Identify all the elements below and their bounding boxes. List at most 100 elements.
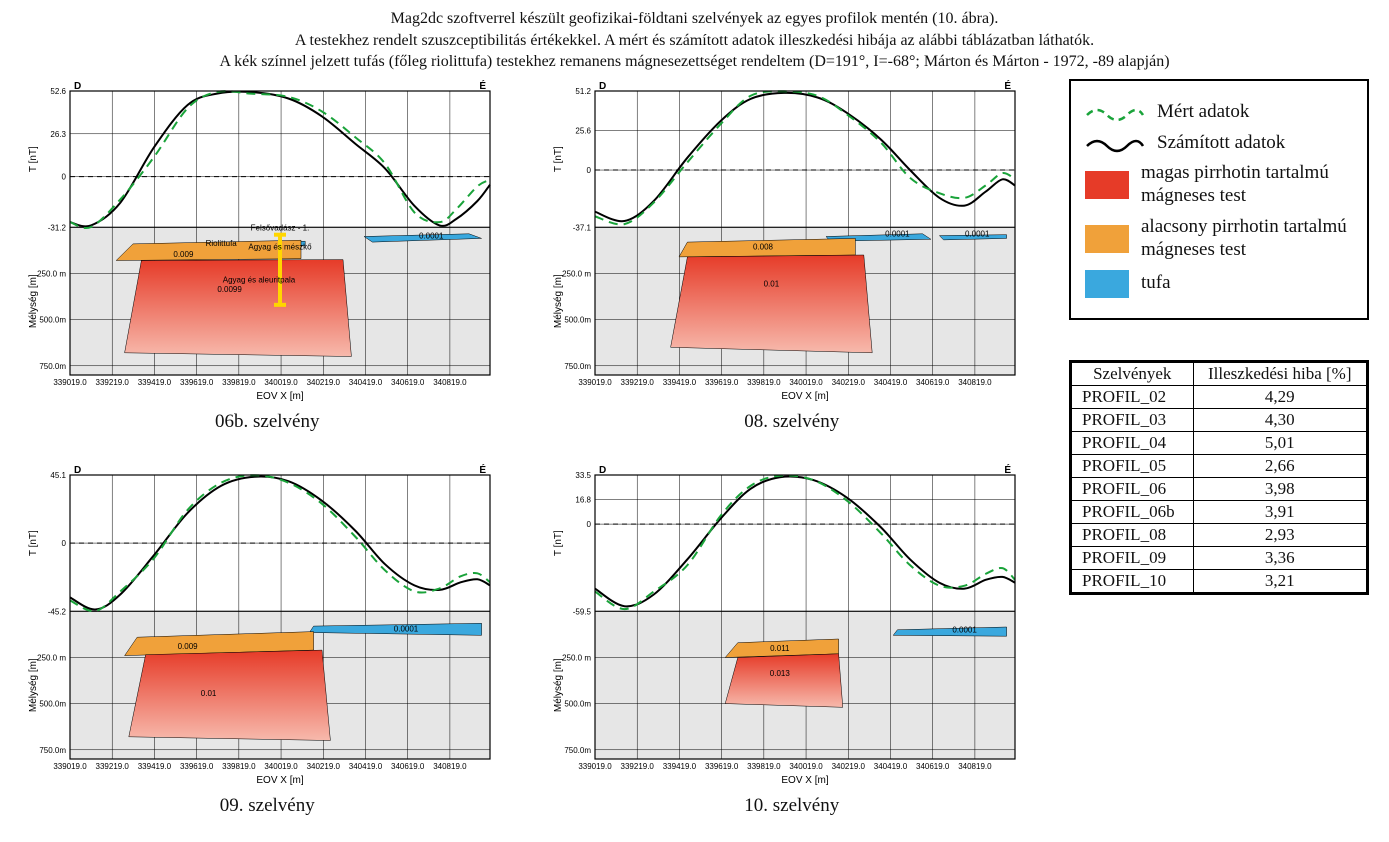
svg-text:340419.0: 340419.0 — [349, 762, 383, 771]
svg-text:250.0 m: 250.0 m — [562, 653, 591, 662]
table-row: PROFIL_05 2,66 — [1071, 454, 1368, 477]
svg-text:340419.0: 340419.0 — [349, 378, 383, 387]
svg-text:340819.0: 340819.0 — [958, 762, 992, 771]
svg-text:16.8: 16.8 — [575, 495, 591, 504]
profile-chart: 339019.0339219.0339419.0339619.0339819.0… — [545, 463, 1025, 793]
svg-text:340019.0: 340019.0 — [789, 378, 823, 387]
legend-low-label: alacsony pirrhotin tartalmú mágneses tes… — [1141, 216, 1353, 262]
svg-text:0.009: 0.009 — [173, 250, 194, 259]
legend-measured: Mért adatok — [1085, 101, 1353, 124]
svg-text:339019.0: 339019.0 — [578, 762, 612, 771]
profile-error: 3,21 — [1193, 569, 1368, 593]
panel-caption: 10. szelvény — [545, 795, 1040, 817]
svg-text:Mélység [m]: Mélység [m] — [28, 658, 39, 712]
svg-text:EOV X [m]: EOV X [m] — [256, 391, 303, 402]
svg-text:340019.0: 340019.0 — [789, 762, 823, 771]
svg-text:339019.0: 339019.0 — [53, 378, 87, 387]
svg-text:26.3: 26.3 — [50, 130, 66, 139]
svg-text:-59.5: -59.5 — [572, 607, 591, 616]
svg-text:339619.0: 339619.0 — [180, 762, 214, 771]
profile-panel: 339019.0339219.0339419.0339619.0339819.0… — [20, 463, 515, 817]
svg-text:340619.0: 340619.0 — [916, 378, 950, 387]
svg-text:-37.1: -37.1 — [572, 223, 591, 232]
svg-text:339419.0: 339419.0 — [138, 762, 172, 771]
header-line-2: A testekhez rendelt szuszceptibilitás ér… — [30, 30, 1359, 52]
profile-error: 2,66 — [1193, 454, 1368, 477]
table-row: PROFIL_06b 3,91 — [1071, 500, 1368, 523]
svg-text:É: É — [479, 463, 486, 476]
profile-name: PROFIL_02 — [1071, 385, 1194, 408]
svg-text:0.011: 0.011 — [770, 644, 790, 653]
svg-text:339419.0: 339419.0 — [662, 378, 696, 387]
svg-text:Agyag és aleuritpala: Agyag és aleuritpala — [223, 275, 296, 284]
main-content: 339019.0339219.0339419.0339619.0339819.0… — [0, 75, 1389, 817]
svg-text:340819.0: 340819.0 — [433, 762, 467, 771]
svg-text:340219.0: 340219.0 — [307, 762, 341, 771]
svg-text:25.6: 25.6 — [575, 126, 591, 135]
svg-text:0: 0 — [586, 166, 591, 175]
profile-error: 4,29 — [1193, 385, 1368, 408]
legend-high-pyrrhotite: magas pirrhotin tartalmú mágneses test — [1085, 162, 1353, 208]
legend-box: Mért adatok Számított adatok magas pirrh… — [1069, 79, 1369, 320]
table-row: PROFIL_02 4,29 — [1071, 385, 1368, 408]
svg-text:Mélység [m]: Mélység [m] — [28, 274, 39, 328]
svg-text:0.01: 0.01 — [201, 689, 217, 698]
legend-tufa-label: tufa — [1141, 272, 1171, 295]
tufa-swatch — [1085, 270, 1129, 298]
svg-text:750.0m: 750.0m — [39, 746, 66, 755]
profile-error: 4,30 — [1193, 408, 1368, 431]
table-row: PROFIL_06 3,98 — [1071, 477, 1368, 500]
svg-text:340619.0: 340619.0 — [391, 378, 425, 387]
profile-name: PROFIL_08 — [1071, 523, 1194, 546]
svg-text:0.0099: 0.0099 — [217, 285, 242, 294]
right-column: Mért adatok Számított adatok magas pirrh… — [1039, 79, 1369, 817]
panel-caption: 08. szelvény — [545, 411, 1040, 433]
svg-text:250.0 m: 250.0 m — [37, 269, 66, 278]
svg-text:339019.0: 339019.0 — [53, 762, 87, 771]
svg-text:-31.2: -31.2 — [48, 223, 67, 232]
svg-text:T [nT]: T [nT] — [28, 530, 39, 556]
profile-panel: 339019.0339219.0339419.0339619.0339819.0… — [20, 79, 515, 433]
high-pyrrhotite-swatch — [1085, 171, 1129, 199]
panel-caption: 06b. szelvény — [20, 411, 515, 433]
svg-text:É: É — [1004, 463, 1011, 476]
legend-measured-label: Mért adatok — [1157, 101, 1249, 124]
profile-panel: 339019.0339219.0339419.0339619.0339819.0… — [545, 463, 1040, 817]
figure-header: Mag2dc szoftverrel készült geofizikai-fö… — [0, 0, 1389, 75]
svg-text:45.1: 45.1 — [50, 471, 66, 480]
table-row: PROFIL_08 2,93 — [1071, 523, 1368, 546]
svg-text:340819.0: 340819.0 — [433, 378, 467, 387]
profile-name: PROFIL_04 — [1071, 431, 1194, 454]
svg-text:340219.0: 340219.0 — [831, 762, 865, 771]
profile-chart: 339019.0339219.0339419.0339619.0339819.0… — [545, 79, 1025, 409]
error-table: Szelvények Illeszkedési hiba [%] PROFIL_… — [1069, 360, 1369, 595]
svg-text:340619.0: 340619.0 — [391, 762, 425, 771]
calculated-line-icon — [1085, 132, 1145, 154]
svg-text:339819.0: 339819.0 — [222, 762, 256, 771]
panel-caption: 09. szelvény — [20, 795, 515, 817]
profile-name: PROFIL_05 — [1071, 454, 1194, 477]
svg-text:340019.0: 340019.0 — [264, 378, 298, 387]
svg-text:339819.0: 339819.0 — [222, 378, 256, 387]
svg-text:Mélység [m]: Mélység [m] — [553, 658, 564, 712]
svg-text:339619.0: 339619.0 — [704, 762, 738, 771]
svg-text:339419.0: 339419.0 — [662, 762, 696, 771]
svg-text:0.008: 0.008 — [752, 242, 773, 251]
svg-text:D: D — [599, 81, 606, 92]
profile-error: 2,93 — [1193, 523, 1368, 546]
svg-text:339619.0: 339619.0 — [180, 378, 214, 387]
svg-text:D: D — [599, 465, 606, 476]
legend-low-pyrrhotite: alacsony pirrhotin tartalmú mágneses tes… — [1085, 216, 1353, 262]
svg-text:500.0m: 500.0m — [39, 315, 66, 324]
svg-text:500.0m: 500.0m — [39, 699, 66, 708]
svg-text:T [nT]: T [nT] — [553, 146, 564, 172]
svg-text:339619.0: 339619.0 — [704, 378, 738, 387]
profile-name: PROFIL_06b — [1071, 500, 1194, 523]
svg-text:51.2: 51.2 — [575, 87, 591, 96]
error-table-head-error: Illeszkedési hiba [%] — [1193, 361, 1368, 385]
profile-name: PROFIL_06 — [1071, 477, 1194, 500]
svg-text:T [nT]: T [nT] — [553, 530, 564, 556]
svg-text:É: É — [479, 79, 486, 92]
svg-text:340819.0: 340819.0 — [958, 378, 992, 387]
svg-text:339019.0: 339019.0 — [578, 378, 612, 387]
